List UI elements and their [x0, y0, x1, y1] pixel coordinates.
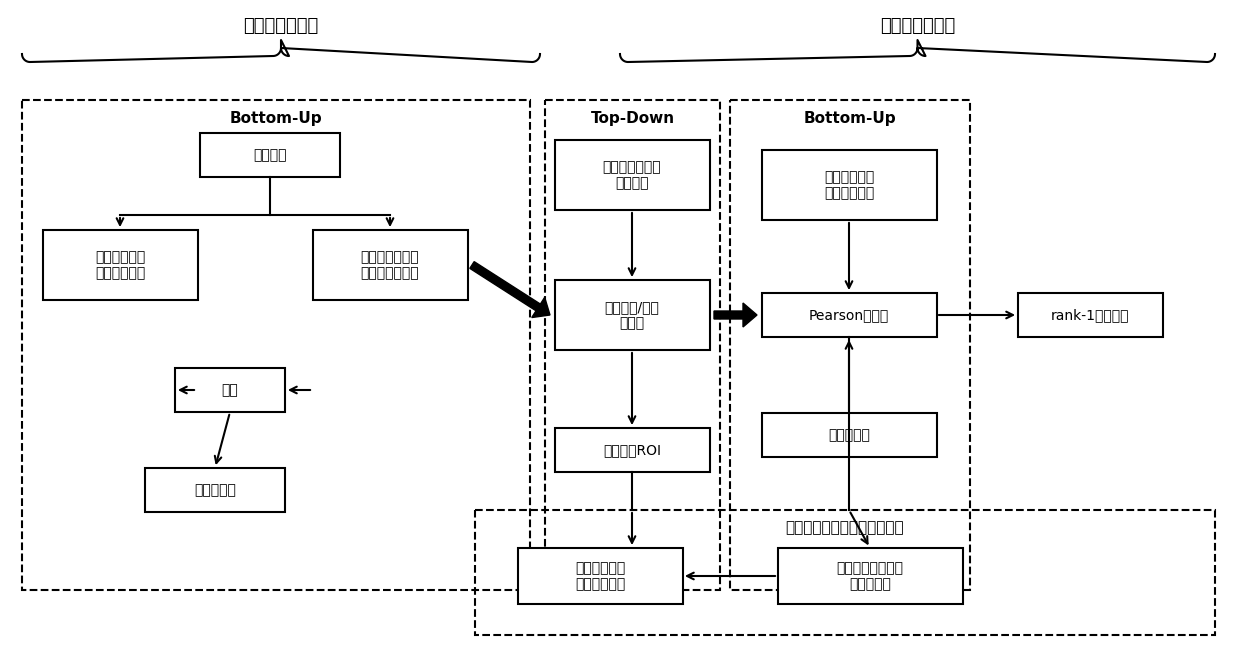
Text: 交通标志牌检测: 交通标志牌检测	[243, 17, 318, 35]
Text: 圆度检测/三角
形检测: 圆度检测/三角 形检测	[605, 300, 659, 330]
Bar	[145, 468, 285, 512]
Bar	[545, 100, 720, 590]
Bar	[762, 413, 937, 457]
Text: 基于击中图的
目标区域定位: 基于击中图的 目标区域定位	[575, 561, 626, 591]
Bar	[518, 548, 683, 604]
Text: 协同显著图: 协同显著图	[195, 483, 235, 497]
Bar	[475, 510, 1215, 635]
Text: 协同显著的连通
候选标记: 协同显著的连通 候选标记	[602, 160, 662, 190]
Polygon shape	[714, 303, 757, 327]
Text: Bottom-Up: Bottom-Up	[229, 111, 322, 126]
Polygon shape	[470, 261, 550, 318]
Bar	[555, 428, 710, 472]
Bar	[555, 140, 710, 210]
Text: 模板数据库: 模板数据库	[828, 428, 870, 442]
Bar	[175, 368, 285, 412]
Text: 具有反向视觉计算的目标验证: 具有反向视觉计算的目标验证	[786, 520, 904, 536]
Text: Top-Down: Top-Down	[591, 111, 674, 126]
Text: Pearson相关性: Pearson相关性	[809, 308, 890, 322]
Text: 两级视觉记忆的反
向投射通道: 两级视觉记忆的反 向投射通道	[836, 561, 903, 591]
Bar	[43, 230, 198, 300]
Bar	[313, 230, 468, 300]
Text: 定位图像ROI: 定位图像ROI	[603, 443, 660, 457]
Text: 交通标志牌识别: 交通标志牌识别	[880, 17, 955, 35]
Bar	[22, 100, 530, 590]
Bar	[199, 133, 339, 177]
Text: rank-1识别结果: rank-1识别结果	[1051, 308, 1129, 322]
Text: 前向通道两级
生物启发变换: 前向通道两级 生物启发变换	[824, 170, 875, 200]
Bar	[1018, 293, 1163, 337]
Bar	[762, 150, 937, 220]
Text: 基于聚类的协
同注意力模型: 基于聚类的协 同注意力模型	[95, 250, 145, 280]
Text: 原始图像: 原始图像	[253, 148, 286, 162]
Text: Bottom-Up: Bottom-Up	[804, 111, 896, 126]
Bar	[730, 100, 970, 590]
Bar	[555, 280, 710, 350]
Bar	[762, 293, 937, 337]
Bar	[778, 548, 963, 604]
Text: 融合: 融合	[222, 383, 238, 397]
Text: 基于聚类的单幅
图像注意力模型: 基于聚类的单幅 图像注意力模型	[361, 250, 419, 280]
